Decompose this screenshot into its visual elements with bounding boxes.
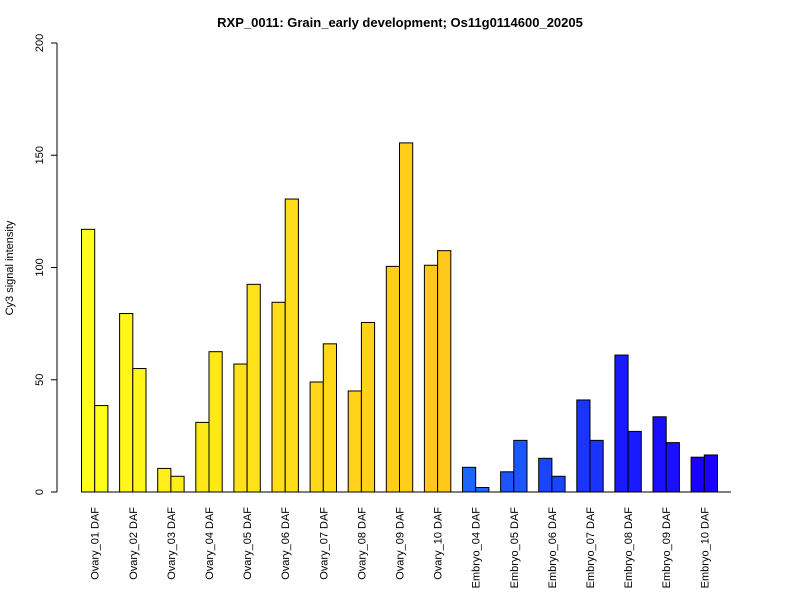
bar xyxy=(322,343,337,493)
chart-title: RXP_0011: Grain_early development; Os11g… xyxy=(217,15,583,30)
x-tick-label: Embryo_04 DAF xyxy=(471,507,483,589)
y-axis-label: Cy3 signal intensity xyxy=(4,220,16,315)
bar xyxy=(589,439,604,493)
x-tick-label: Ovary_10 DAF xyxy=(433,507,445,580)
bar xyxy=(690,456,705,493)
y-tick-label: 100 xyxy=(34,258,46,276)
x-tick-label: Ovary_01 DAF xyxy=(90,507,102,580)
bar xyxy=(385,265,400,493)
x-tick-label: Ovary_08 DAF xyxy=(356,507,368,580)
bar xyxy=(538,457,553,493)
x-tick-label: Ovary_06 DAF xyxy=(280,507,292,580)
bar xyxy=(271,301,286,493)
bar xyxy=(614,354,629,493)
bar xyxy=(195,421,210,493)
bar xyxy=(627,430,642,493)
y-tick-label: 200 xyxy=(34,34,46,52)
y-axis: 0 50 100 150 200 xyxy=(34,34,58,495)
bar xyxy=(703,454,718,493)
bar xyxy=(246,283,261,493)
x-tick-label: Embryo_10 DAF xyxy=(699,507,711,589)
bar xyxy=(551,475,566,493)
bar xyxy=(437,250,452,493)
bar xyxy=(475,487,490,493)
bar xyxy=(132,368,147,493)
y-tick-label: 50 xyxy=(34,374,46,386)
bar xyxy=(665,442,680,493)
x-tick-label: Ovary_05 DAF xyxy=(242,507,254,580)
bar xyxy=(81,228,96,493)
y-tick-label: 150 xyxy=(34,146,46,164)
x-tick-label: Ovary_09 DAF xyxy=(395,507,407,580)
bar xyxy=(576,399,591,493)
bar xyxy=(170,475,185,493)
bar xyxy=(652,416,667,493)
bar xyxy=(233,363,248,493)
x-tick-label: Ovary_03 DAF xyxy=(166,507,178,580)
bar xyxy=(208,351,223,493)
bar xyxy=(284,198,299,493)
bar xyxy=(399,142,414,493)
bar xyxy=(360,322,376,493)
x-tick-label: Embryo_05 DAF xyxy=(509,507,521,589)
bar xyxy=(94,405,109,493)
bars xyxy=(81,142,718,493)
bar xyxy=(513,439,528,493)
bar xyxy=(309,381,324,493)
bar xyxy=(462,466,477,493)
x-tick-label: Embryo_07 DAF xyxy=(585,507,597,589)
x-tick-label: Embryo_06 DAF xyxy=(547,507,559,589)
y-tick-label: 0 xyxy=(34,489,46,495)
x-tick-label: Ovary_02 DAF xyxy=(128,507,140,580)
x-tick-label: Ovary_07 DAF xyxy=(318,507,330,580)
x-tick-label: Ovary_04 DAF xyxy=(204,507,216,580)
bar xyxy=(157,467,172,493)
x-axis-labels: Ovary_01 DAF Ovary_02 DAF Ovary_03 DAF Ovar… xyxy=(90,507,712,589)
bar xyxy=(119,313,134,493)
bar xyxy=(500,471,515,493)
bar xyxy=(347,390,362,493)
x-tick-label: Embryo_08 DAF xyxy=(623,507,635,589)
bar xyxy=(423,264,439,493)
x-tick-label: Embryo_09 DAF xyxy=(661,507,673,589)
